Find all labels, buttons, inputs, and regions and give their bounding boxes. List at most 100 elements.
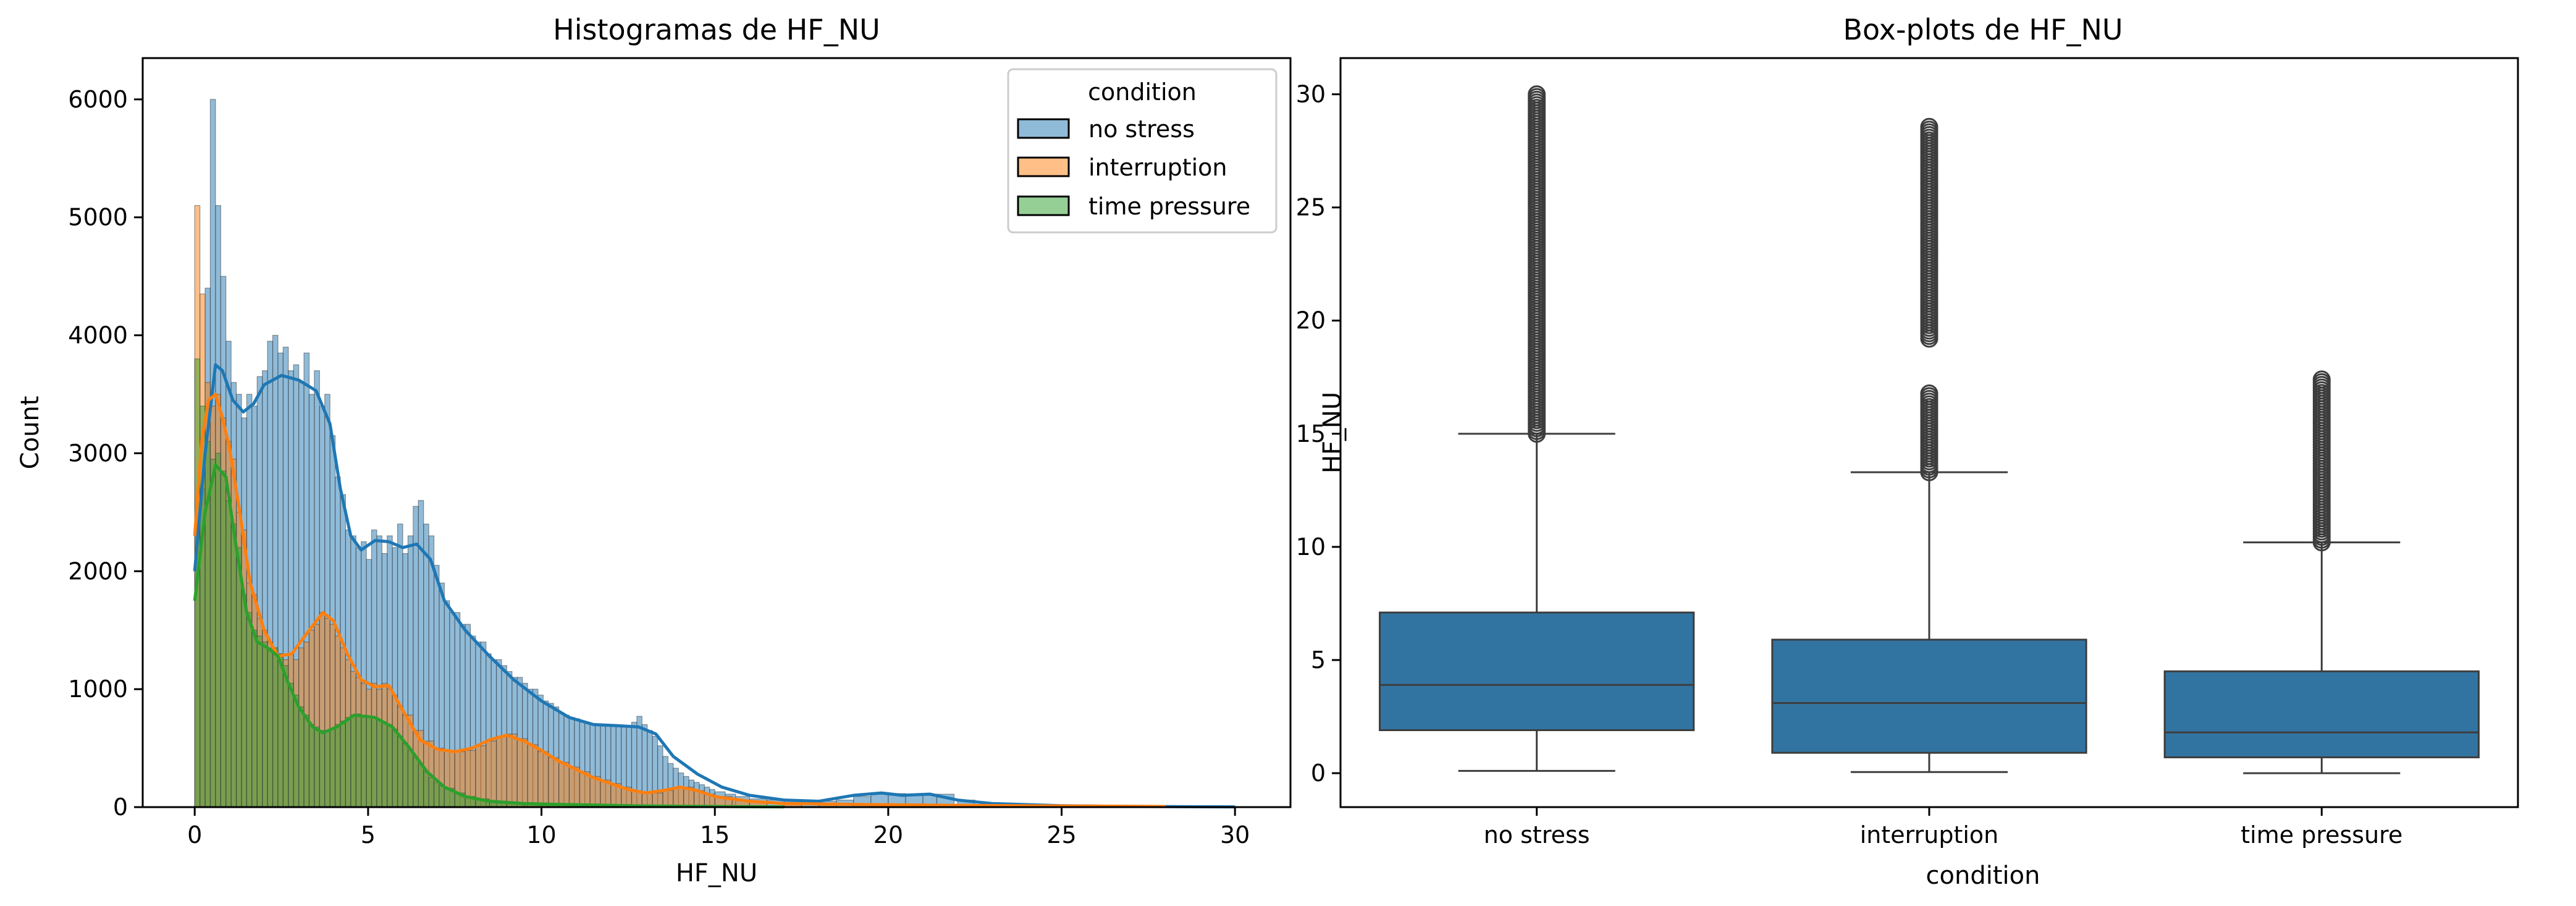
legend-frame xyxy=(1007,68,1277,234)
time-pressure-bar xyxy=(209,459,216,808)
y-tick-label: 0 xyxy=(113,794,128,821)
x-tick-label: 15 xyxy=(700,821,730,849)
time-pressure-bar xyxy=(376,719,382,808)
time-pressure-bar xyxy=(439,785,445,808)
legend-title: condition xyxy=(1088,78,1197,106)
time-pressure-bar xyxy=(366,716,373,808)
x-tick-label: 25 xyxy=(1046,821,1076,849)
time-pressure-bar xyxy=(345,717,351,808)
interruption-bar xyxy=(579,771,591,808)
histogram-legend: condition no stress interruption time pr… xyxy=(1007,68,1277,234)
time-pressure-bar xyxy=(319,730,326,808)
histogram-y-ticks: 0 1000 2000 3000 4000 5000 6000 xyxy=(68,86,143,821)
interruption-bar xyxy=(548,757,560,808)
time-pressure-bar xyxy=(392,729,398,808)
x-tick-label: time pressure xyxy=(2241,821,2402,849)
interruption-bar xyxy=(527,744,539,808)
time-pressure-bar xyxy=(220,470,227,808)
time-pressure-bar xyxy=(402,743,409,808)
y-tick-label: 5 xyxy=(1311,646,1326,674)
time-pressure-bar xyxy=(256,635,263,808)
y-tick-label: 4000 xyxy=(68,322,128,349)
x-tick-label: no stress xyxy=(1484,821,1590,849)
time-pressure-bar xyxy=(314,726,320,808)
histogram-axes-frame xyxy=(141,57,1292,808)
time-pressure-bar xyxy=(225,500,232,808)
interruption-bar xyxy=(486,740,497,808)
interruption-bar xyxy=(537,751,549,808)
interruption-bar xyxy=(558,761,570,808)
time-pressure-bar xyxy=(418,764,424,808)
time-pressure-bar xyxy=(433,782,440,808)
kde-lines xyxy=(193,363,1235,809)
time-pressure-kde-line xyxy=(193,463,785,809)
boxplot-boxes xyxy=(1379,85,2480,774)
time-pressure-bar xyxy=(361,714,367,808)
time-pressure-bar xyxy=(303,714,310,808)
x-tick-label: 20 xyxy=(873,821,903,849)
x-tick-label: 0 xyxy=(187,821,202,849)
boxplot-y-ticks: 0 5 10 15 20 25 30 xyxy=(1296,81,1341,787)
time-pressure-bar xyxy=(428,777,435,808)
interruption-outlier xyxy=(1920,384,1938,403)
x-tick-label: 5 xyxy=(361,821,376,849)
x-tick-label: 10 xyxy=(526,821,556,849)
interruption-bar xyxy=(495,735,507,808)
y-tick-label: 6000 xyxy=(68,86,128,113)
time-pressure-bar xyxy=(308,724,315,808)
interruption-bar xyxy=(673,787,684,808)
histogram-y-label: Count xyxy=(16,396,44,470)
time-pressure-bar xyxy=(329,729,336,808)
time-pressure-bar xyxy=(230,523,237,808)
y-tick-label: 2000 xyxy=(68,557,128,585)
legend-swatch-time-pressure xyxy=(1017,195,1070,216)
time-pressure-bar xyxy=(371,717,377,808)
time-pressure-bar xyxy=(407,750,414,808)
time-pressure-bar xyxy=(288,682,294,808)
y-tick-label: 3000 xyxy=(68,439,128,467)
time-pressure-bar xyxy=(246,612,253,808)
interruption-bar xyxy=(516,738,528,808)
legend-swatch-no-stress xyxy=(1017,118,1070,139)
interruption-box xyxy=(1771,638,2087,754)
y-tick-label: 30 xyxy=(1296,81,1326,108)
y-tick-label: 10 xyxy=(1296,533,1326,561)
histogram-title: Histogramas de HF_NU xyxy=(553,13,880,46)
time-pressure-bar xyxy=(340,721,346,808)
time-pressure-bar xyxy=(262,641,268,808)
boxplot-y-label: HF_NU xyxy=(1318,392,1347,473)
time-pressure-bar xyxy=(423,771,429,808)
y-tick-label: 1000 xyxy=(68,675,128,703)
boxplot-panel: no stress interruption time pressure 0 5 10 1… xyxy=(1296,13,2519,890)
time-pressure-bar xyxy=(387,724,393,808)
time-pressure-bar xyxy=(355,713,362,808)
time-pressure-bar xyxy=(324,731,330,808)
y-tick-label: 15 xyxy=(1296,420,1326,447)
time-pressure-bar xyxy=(293,695,300,808)
time-pressure-bar xyxy=(272,647,279,808)
legend-label-interruption: interruption xyxy=(1088,154,1227,181)
y-tick-label: 20 xyxy=(1296,307,1326,334)
x-tick-label: 30 xyxy=(1220,821,1250,849)
y-tick-label: 0 xyxy=(1311,760,1326,787)
no-stress-kde-line xyxy=(193,363,1235,809)
boxplot-title: Box-plots de HF_NU xyxy=(1843,13,2123,46)
y-tick-label: 25 xyxy=(1296,194,1326,221)
time-pressure-bar xyxy=(350,714,356,808)
interruption-outlier xyxy=(1920,117,1938,136)
time-pressure-bar xyxy=(215,452,221,808)
time-pressure-bar xyxy=(241,594,248,808)
histogram-x-label: HF_NU xyxy=(676,859,757,887)
time-pressure-bar xyxy=(334,724,341,808)
x-tick-label: interruption xyxy=(1860,821,1999,849)
boxplot-x-label: condition xyxy=(1926,862,2040,890)
legend-label-time-pressure: time pressure xyxy=(1088,193,1250,220)
time-pressure-bar xyxy=(282,665,289,808)
time-pressure-bar xyxy=(277,653,284,808)
histogram-x-ticks: 0 5 10 15 20 25 30 xyxy=(187,807,1250,849)
time-pressure-box xyxy=(2163,670,2480,758)
legend-label-no-stress: no stress xyxy=(1088,116,1195,143)
time-pressure-bar xyxy=(251,630,258,808)
histogram-panel: 0 5 10 15 20 25 30 0 1000 2000 3000 4000 5000 6000 H… xyxy=(16,13,1292,887)
